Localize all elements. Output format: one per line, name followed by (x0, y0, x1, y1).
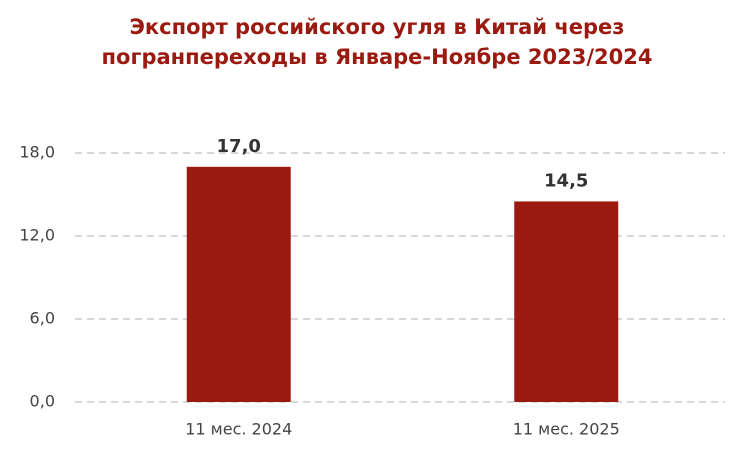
bar (186, 166, 291, 402)
x-tick-label: 11 мес. 2024 (185, 420, 292, 439)
y-tick-label: 18,0 (19, 143, 55, 162)
bar (514, 201, 619, 402)
y-tick-label: 6,0 (30, 309, 55, 328)
value-label: 17,0 (217, 136, 261, 157)
chart-title: Экспорт российского угля в Китай через п… (101, 15, 653, 69)
value-label: 14,5 (544, 170, 588, 191)
y-tick-label: 0,0 (30, 392, 55, 411)
y-tick-label: 12,0 (19, 226, 55, 245)
x-tick-label: 11 мес. 2025 (513, 420, 620, 439)
